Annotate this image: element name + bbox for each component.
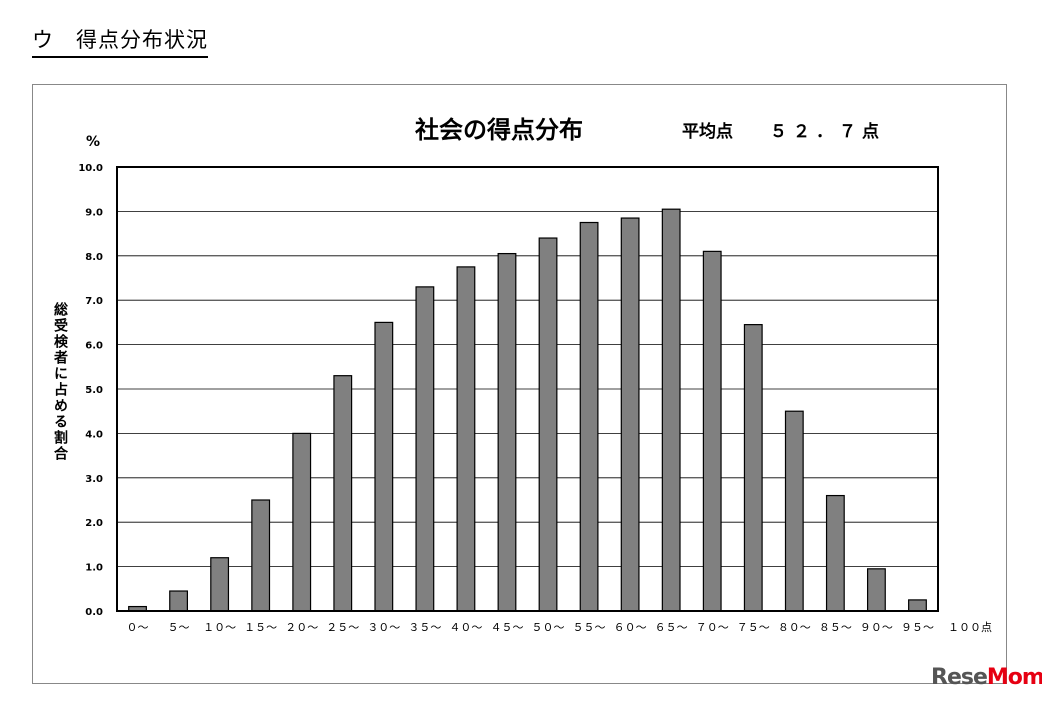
x-tick-label: ５０～	[532, 621, 565, 634]
bar	[784, 410, 804, 612]
x-tick-label: ６０～	[614, 621, 647, 634]
y-unit-label: %	[86, 134, 101, 150]
y-tick-label: 5.0	[85, 385, 103, 396]
y-tick-label: 6.0	[85, 341, 103, 352]
bar	[210, 557, 230, 612]
y-tick-label: 3.0	[85, 474, 103, 485]
bar	[538, 237, 558, 612]
y-axis-label: 総受検者に占める割合	[52, 302, 68, 462]
x-tick-label: １５～	[244, 621, 277, 634]
y-tick-label: 0.0	[85, 607, 103, 618]
y-tick-label: 7.0	[85, 296, 103, 307]
bar	[497, 252, 517, 612]
section-heading: ウ 得点分布状況	[32, 24, 208, 58]
bar	[169, 590, 189, 612]
x-tick-label: ７０～	[696, 621, 729, 634]
chart-title: 社会の得点分布	[415, 116, 583, 144]
bar	[661, 208, 681, 612]
x-tick-label: ９５～	[901, 621, 934, 634]
bar	[415, 286, 435, 612]
bar	[456, 266, 476, 612]
bar	[866, 568, 886, 612]
x-tick-label: ３５～	[408, 621, 441, 634]
y-tick-label: 1.0	[85, 563, 103, 574]
bar	[579, 221, 599, 612]
bar	[251, 499, 271, 612]
x-tick-label: ８０～	[778, 621, 811, 634]
bar	[702, 250, 722, 612]
watermark-text-a: Rese	[931, 665, 988, 690]
bar	[292, 432, 312, 612]
x-tick-label: ３０～	[367, 621, 400, 634]
bar	[374, 321, 394, 612]
bar	[620, 217, 640, 612]
mean-value: ５２．７点	[770, 122, 885, 142]
x-tick-label: ４０～	[449, 621, 482, 634]
bar	[825, 494, 845, 612]
x-tick-label: ２５～	[326, 621, 359, 634]
x-tick-label: ９０～	[860, 621, 893, 634]
watermark-text-b: Mom	[986, 665, 1042, 690]
y-tick-label: 8.0	[85, 252, 103, 263]
x-end-label: １００点	[948, 621, 992, 634]
plot-border	[116, 166, 939, 612]
x-tick-label: ７５～	[737, 621, 770, 634]
y-tick-label: 4.0	[85, 429, 103, 440]
x-tick-label: ６５～	[655, 621, 688, 634]
y-tick-label: 10.0	[78, 163, 103, 174]
x-tick-label: １０～	[203, 621, 236, 634]
x-tick-label: ５５～	[573, 621, 606, 634]
x-tick-label: ４５～	[490, 621, 523, 634]
y-tick-label: 9.0	[85, 207, 103, 218]
chart-frame	[32, 84, 1007, 684]
bar	[333, 375, 353, 612]
y-tick-label: 2.0	[85, 518, 103, 529]
bar	[743, 324, 763, 612]
mean-label: 平均点	[682, 122, 733, 142]
x-tick-label: ５～	[168, 621, 190, 634]
x-tick-label: ８５～	[819, 621, 852, 634]
bar	[908, 599, 927, 612]
x-tick-label: ２０～	[285, 621, 318, 634]
x-tick-label: ０～	[127, 621, 149, 634]
watermark-logo: ReseMom	[931, 665, 1042, 690]
